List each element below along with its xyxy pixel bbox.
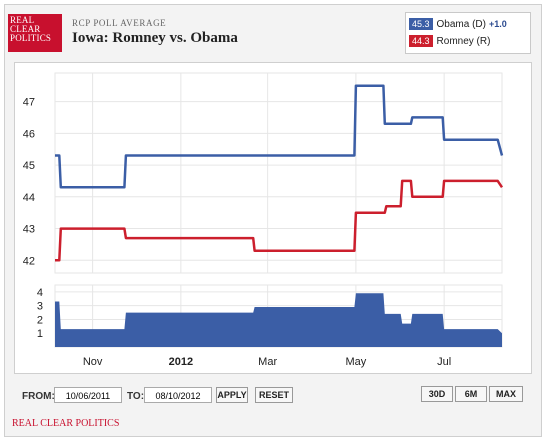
legend-entry-romney: 44.3 Romney (R) [409, 34, 490, 48]
to-date-input[interactable]: 08/10/2012 [144, 387, 212, 403]
y-tick-label: 44 [23, 192, 35, 204]
chart-title: Iowa: Romney vs. Obama [72, 30, 238, 46]
x-tick-label: 2012 [169, 356, 193, 368]
series-line-romney [55, 179, 504, 262]
to-label: TO: [127, 391, 145, 402]
reset-button[interactable]: RESET [255, 387, 293, 403]
legend-name-obama: Obama (D) [436, 18, 486, 30]
poll-tick-label: 1 [37, 328, 43, 340]
rcp-logo[interactable]: REAL CLEAR POLITICS [8, 14, 62, 52]
poll-tick-label: 2 [37, 314, 43, 326]
from-label: FROM: [22, 391, 55, 402]
series-line-obama [55, 84, 504, 189]
y-tick-label: 46 [23, 128, 35, 140]
range-6m-button[interactable]: 6M [455, 386, 487, 402]
logo-line-2: CLEAR [10, 24, 41, 34]
y-tick-label: 43 [23, 224, 35, 236]
chart-subtitle: RCP POLL AVERAGE [72, 18, 167, 28]
x-tick-label: May [346, 356, 367, 368]
x-tick-label: Nov [83, 356, 103, 368]
x-tick-label: Mar [258, 356, 277, 368]
legend: 45.3 Obama (D) +1.0 44.3 Romney (R) [405, 12, 531, 54]
range-max-button[interactable]: MAX [489, 386, 523, 402]
y-tick-label: 47 [23, 97, 35, 109]
legend-value-obama: 45.3 [409, 18, 433, 30]
legend-change-obama: +1.0 [488, 19, 507, 29]
poll-count-area [55, 293, 502, 347]
legend-name-romney: Romney (R) [436, 35, 491, 47]
range-30d-button[interactable]: 30D [421, 386, 453, 402]
legend-value-romney: 44.3 [409, 35, 433, 47]
y-tick-label: 45 [23, 160, 35, 172]
poll-tick-label: 3 [37, 301, 43, 313]
logo-line-1: REAL [10, 15, 35, 25]
y-tick-label: 42 [23, 255, 35, 267]
from-date-input[interactable]: 10/06/2011 [54, 387, 122, 403]
logo-line-3: POLITICS [10, 33, 52, 43]
chart-svg[interactable]: 42 43 44 45 46 47 1 23 4 Nov 2012 Mar May Jul [15, 63, 531, 373]
footer-brand[interactable]: REAL CLEAR POLITICS [12, 418, 120, 429]
poll-tick-label: 4 [37, 287, 43, 299]
chart-area: 42 43 44 45 46 47 1 2 3 4 Nov 2012 Mar May Jul [14, 62, 532, 374]
legend-entry-obama: 45.3 Obama (D) +1.0 [409, 17, 507, 31]
apply-button[interactable]: APPLY [216, 387, 248, 403]
x-tick-label: Jul [437, 356, 451, 368]
main-panel-border [54, 72, 503, 274]
